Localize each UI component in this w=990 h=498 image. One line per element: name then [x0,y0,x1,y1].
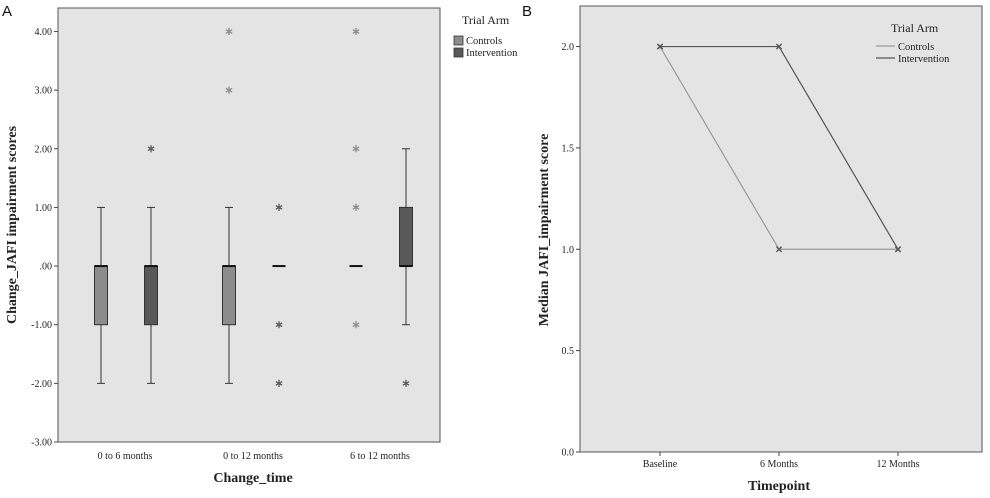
panel-b-legend-label-intervention: Intervention [898,54,950,65]
extreme-value-star [275,321,283,329]
panel-a-x-axis: 0 to 6 months 0 to 12 months 6 to 12 month… [98,451,410,462]
box-iqr [94,265,108,326]
panel-b-x-tick-label: 6 Months [760,459,798,470]
panel-b-legend: Trial Arm Controls Intervention [876,21,950,65]
panel-a-x-axis-title: Change_time [213,471,292,486]
panel-b-y-tick-label: 0.5 [562,346,575,357]
panel-a-y-tick-label: 2.00 [35,144,53,155]
panel-a-legend-swatch-controls [453,35,464,46]
extreme-value-star [402,379,410,387]
panel-a-legend-label-intervention: Intervention [466,48,518,59]
panel-a-boxes [94,27,413,387]
panel-b-y-tick-label: 2.0 [562,42,575,53]
panel-a-x-tick-label: 0 to 6 months [98,451,153,462]
data-point-marker [894,246,902,253]
extreme-value-star [352,321,360,329]
panel-a-x-tick-label: 0 to 12 months [223,451,283,462]
panel-a-legend-label-controls: Controls [466,36,502,47]
panel-b-y-axis-title: Median JAFI_impairment score [537,134,552,327]
panel-a-y-tick-label: -3.00 [31,438,52,449]
extreme-value-star [352,145,360,153]
box-iqr [144,265,158,326]
panel-a-y-tick-label: 4.00 [35,27,53,38]
panel-a-y-tick-label: 1.00 [35,203,53,214]
box-iqr [222,265,236,326]
panel-a-y-tick-label: -2.00 [31,379,52,390]
panel-a-plot-area [57,7,441,443]
data-point-marker [775,43,783,50]
panel-b-y-tick-label: 1.5 [562,143,575,154]
panel-b-letter: B [522,3,532,20]
panel-a-letter: A [2,3,12,20]
panel-b-x-tick-label: Baseline [643,459,678,470]
panel-b-y-tick-label: 0.0 [562,448,575,459]
extreme-value-star [225,86,233,94]
panel-b-x-tick-label: 12 Months [876,459,919,470]
panel-b: B 2.0 1.5 1.0 0.5 0.0 Baseline 6 Months 12 Mon… [522,3,983,494]
panel-a-legend-swatch-intervention [453,47,464,58]
extreme-value-star [275,379,283,387]
panel-b-lines [656,43,902,253]
panel-a-legend: Trial Arm Controls Intervention [453,13,518,59]
extreme-value-star [275,203,283,212]
data-point-marker [656,43,664,50]
panel-a-y-tick-label: 3.00 [35,86,53,97]
data-point-marker [775,246,783,253]
panel-a: A 4.00 3.00 2.00 1.00 .00 -1.00 -2.00 -3.00 0 t… [2,3,518,486]
panel-b-legend-label-controls: Controls [898,42,934,53]
panel-b-y-axis: 2.0 1.5 1.0 0.5 0.0 [562,42,580,459]
panel-b-legend-title: Trial Arm [891,21,939,35]
panel-b-y-tick-label: 1.0 [562,245,575,256]
panel-a-legend-title: Trial Arm [462,13,510,27]
panel-b-x-axis: Baseline 6 Months 12 Months [643,452,920,470]
panel-a-y-axis: 4.00 3.00 2.00 1.00 .00 -1.00 -2.00 -3.00 [31,27,58,449]
panel-a-y-tick-label: -1.00 [31,320,52,331]
panel-b-x-axis-title: Timepoint [748,479,810,494]
extreme-value-star [352,27,360,36]
extreme-value-star [147,145,155,153]
extreme-value-star [225,27,233,36]
extreme-value-star [352,203,360,212]
panel-a-y-tick-label: .00 [40,262,53,273]
panel-a-y-axis-title: Change_JAFI impairment scores [5,125,20,324]
panel-a-x-tick-label: 6 to 12 months [350,451,410,462]
panel-b-plot-area [579,5,983,453]
box-iqr [399,206,413,267]
